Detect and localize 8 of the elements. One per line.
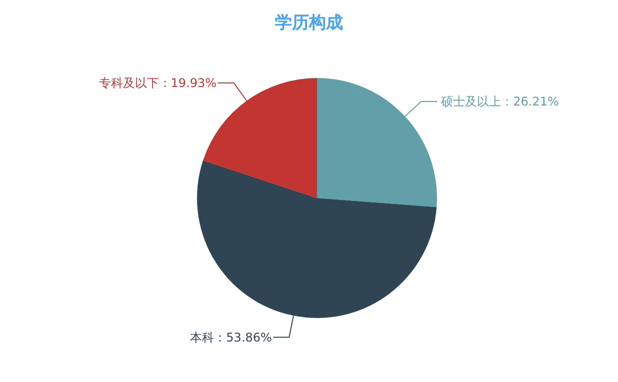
slice-label: 硕士及以上 xyxy=(440,94,502,109)
slice-label: 专科及以下 xyxy=(98,76,159,90)
slice-label: 本科 xyxy=(190,330,214,344)
data-label: ：53.86% xyxy=(214,330,272,344)
pie-slice xyxy=(317,78,437,208)
chart-title: 学历构成 xyxy=(275,13,343,33)
data-label: ：26.21% xyxy=(501,94,559,109)
data-label: ：19.93% xyxy=(158,76,217,90)
